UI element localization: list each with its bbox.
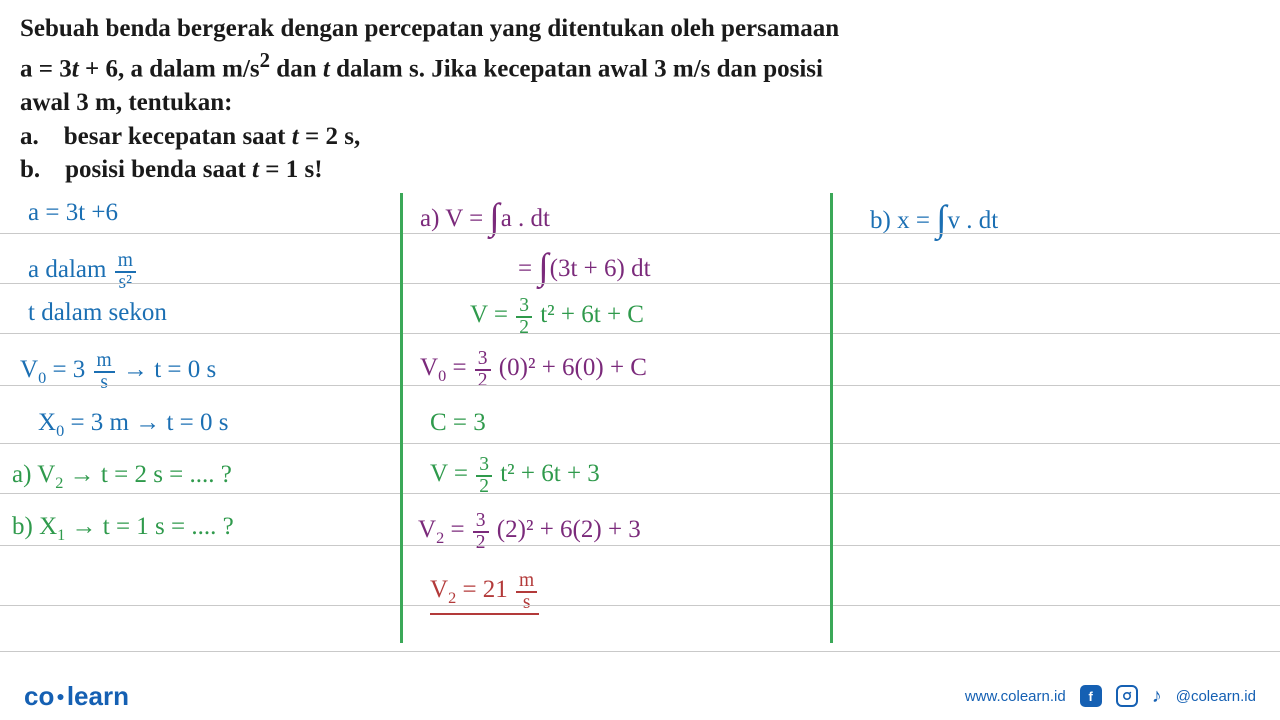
sol-a-step4: V0 = 32 (0)² + 6(0) + C [420,349,647,390]
given-acceleration: a = 3t +6 [28,199,118,227]
question-a: a) V2 → t = 2 s = .... ? [12,461,232,493]
instagram-icon [1116,685,1138,707]
given-a-units: a dalam ms² [28,251,138,292]
footer-url: www.colearn.id [965,688,1066,705]
rule-line [0,233,1280,234]
given-t-units: t dalam sekon [28,299,167,327]
rule-line [0,545,1280,546]
problem-line-3: awal 3 m, tentukan: [20,86,1260,120]
sol-a-answer: V2 = 21 ms [430,571,539,615]
sol-a-step1: a) V = ∫a . dt [420,193,550,236]
rule-line [0,493,1280,494]
footer-handle: @colearn.id [1176,688,1256,705]
problem-line-2: a = 3t + 6, a dalam m/s2 dan t dalam s. … [20,46,1260,86]
problem-line-1: Sebuah benda bergerak dengan percepatan … [20,12,1260,46]
sol-a-step5: C = 3 [430,409,486,437]
rule-line [0,385,1280,386]
tiktok-icon: ♪ [1152,685,1162,708]
sol-a-step2: = ∫(3t + 6) dt [518,243,651,286]
sol-b-step1: b) x = ∫v . dt [870,195,998,238]
sol-a-step6: V = 32 t² + 6t + 3 [430,455,600,496]
problem-statement: Sebuah benda bergerak dengan percepatan … [0,0,1280,191]
sol-a-step3: V = 32 t² + 6t + C [470,296,644,337]
work-area: a = 3t +6 a dalam ms² t dalam sekon V0 =… [0,193,1280,703]
footer: co●learn www.colearn.id f ♪ @colearn.id [0,672,1280,720]
given-x0: X0 = 3 m → t = 0 s [38,409,229,441]
question-b: b) X1 → t = 1 s = .... ? [12,513,234,545]
facebook-icon: f [1080,685,1102,707]
rule-line [0,283,1280,284]
brand-logo: co●learn [24,681,129,712]
rule-line [0,651,1280,652]
rule-line [0,443,1280,444]
problem-item-b: b. posisi benda saat t = 1 s! [20,153,1260,187]
rule-line [0,333,1280,334]
brand-dot-icon: ● [56,688,64,704]
footer-right: www.colearn.id f ♪ @colearn.id [965,685,1256,708]
problem-item-a: a. besar kecepatan saat t = 2 s, [20,120,1260,154]
column-divider-1 [400,193,403,643]
rule-line [0,605,1280,606]
column-divider-2 [830,193,833,643]
